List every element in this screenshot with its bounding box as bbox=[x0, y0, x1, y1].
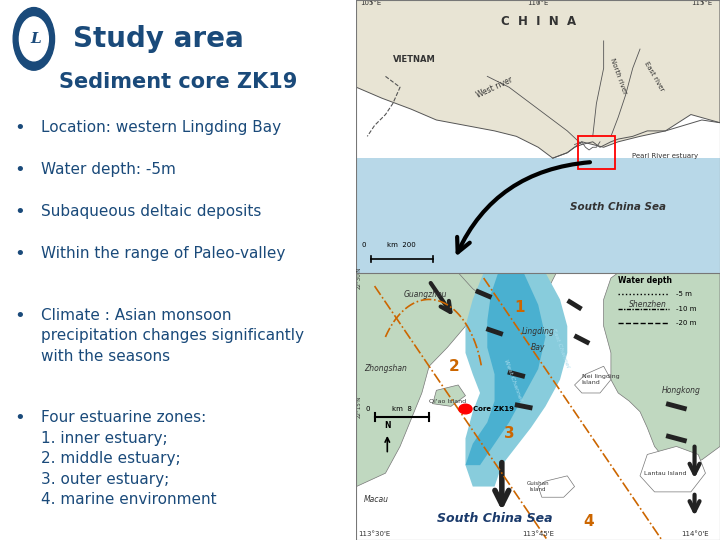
Text: Climate : Asian monsoon
precipitation changes significantly
with the seasons: Climate : Asian monsoon precipitation ch… bbox=[41, 308, 304, 363]
Text: Nei lingding
Island: Nei lingding Island bbox=[582, 374, 619, 385]
Text: 4: 4 bbox=[584, 514, 595, 529]
Text: N: N bbox=[384, 421, 390, 430]
Text: Zhongshan: Zhongshan bbox=[364, 364, 407, 374]
Text: Four estuarine zones:
1. inner estuary;
2. middle estuary;
3. outer estuary;
4. : Four estuarine zones: 1. inner estuary; … bbox=[41, 410, 217, 507]
Text: South China Sea: South China Sea bbox=[437, 512, 552, 525]
Text: 113°45'E: 113°45'E bbox=[522, 531, 554, 537]
Text: Study area: Study area bbox=[73, 25, 244, 53]
FancyBboxPatch shape bbox=[356, 158, 720, 273]
Text: 113°30'E: 113°30'E bbox=[359, 531, 391, 537]
Text: VIETNAM: VIETNAM bbox=[393, 56, 436, 64]
Text: 0: 0 bbox=[365, 406, 369, 411]
Text: •: • bbox=[14, 119, 25, 137]
Text: L: L bbox=[30, 32, 41, 46]
Text: •: • bbox=[14, 409, 25, 427]
Text: 2: 2 bbox=[449, 359, 460, 374]
Text: Lantau Island: Lantau Island bbox=[644, 471, 686, 476]
Text: •: • bbox=[14, 203, 25, 221]
Text: Location: western Lingding Bay: Location: western Lingding Bay bbox=[41, 120, 281, 135]
Text: East river: East river bbox=[644, 60, 665, 92]
Polygon shape bbox=[465, 273, 546, 465]
Circle shape bbox=[19, 17, 48, 61]
Text: Water depth: Water depth bbox=[618, 276, 672, 285]
Text: South China Sea: South China Sea bbox=[570, 202, 666, 212]
Text: Core ZK19: Core ZK19 bbox=[473, 406, 514, 412]
Polygon shape bbox=[575, 366, 611, 393]
Text: 114°0'E: 114°0'E bbox=[680, 531, 708, 537]
Text: 1: 1 bbox=[515, 300, 526, 315]
Text: 22°30'N: 22°30'N bbox=[356, 267, 361, 289]
Text: Subaqueous deltaic deposits: Subaqueous deltaic deposits bbox=[41, 204, 261, 219]
Polygon shape bbox=[539, 476, 575, 497]
Polygon shape bbox=[433, 385, 465, 406]
Text: North river: North river bbox=[609, 57, 628, 95]
Polygon shape bbox=[356, 0, 720, 158]
Text: -20 m: -20 m bbox=[676, 320, 697, 327]
Text: 0: 0 bbox=[361, 242, 366, 248]
Text: •: • bbox=[14, 307, 25, 325]
Text: Within the range of Paleo-valley: Within the range of Paleo-valley bbox=[41, 246, 285, 261]
Circle shape bbox=[13, 8, 55, 70]
Text: 115°E: 115°E bbox=[691, 0, 713, 6]
Text: •: • bbox=[14, 161, 25, 179]
Polygon shape bbox=[640, 447, 706, 492]
Text: Guangzhou: Guangzhou bbox=[404, 289, 447, 299]
Text: Shenzhen: Shenzhen bbox=[629, 300, 667, 309]
Polygon shape bbox=[465, 273, 567, 487]
Text: Macau: Macau bbox=[364, 495, 389, 504]
Text: 110°E: 110°E bbox=[528, 0, 549, 6]
Text: Lingding: Lingding bbox=[522, 327, 554, 336]
Text: Sediment core ZK19: Sediment core ZK19 bbox=[59, 72, 297, 92]
Text: •: • bbox=[14, 245, 25, 263]
Text: -5 m: -5 m bbox=[676, 291, 692, 297]
Text: East Channel: East Channel bbox=[551, 327, 570, 368]
Text: 3: 3 bbox=[504, 426, 514, 441]
Text: 105°E: 105°E bbox=[360, 0, 382, 6]
Text: Hongkong: Hongkong bbox=[662, 386, 701, 395]
Text: Pearl River estuary: Pearl River estuary bbox=[632, 153, 698, 159]
Text: C  H  I  N  A: C H I N A bbox=[500, 15, 576, 28]
Text: Water depth: -5m: Water depth: -5m bbox=[41, 162, 176, 177]
Text: West Channel: West Channel bbox=[503, 358, 523, 401]
Polygon shape bbox=[356, 273, 495, 487]
Circle shape bbox=[459, 404, 472, 414]
Text: Bay: Bay bbox=[531, 343, 545, 352]
Text: 22°15'N: 22°15'N bbox=[356, 395, 361, 417]
Text: -10 m: -10 m bbox=[676, 306, 697, 312]
Text: km  200: km 200 bbox=[387, 242, 416, 248]
Text: km  8: km 8 bbox=[392, 406, 412, 411]
Polygon shape bbox=[603, 273, 720, 465]
Text: West river: West river bbox=[475, 75, 514, 99]
Text: Qi'ao Island: Qi'ao Island bbox=[429, 399, 467, 403]
Text: Guishan
Island: Guishan Island bbox=[527, 481, 549, 492]
Polygon shape bbox=[458, 273, 557, 313]
